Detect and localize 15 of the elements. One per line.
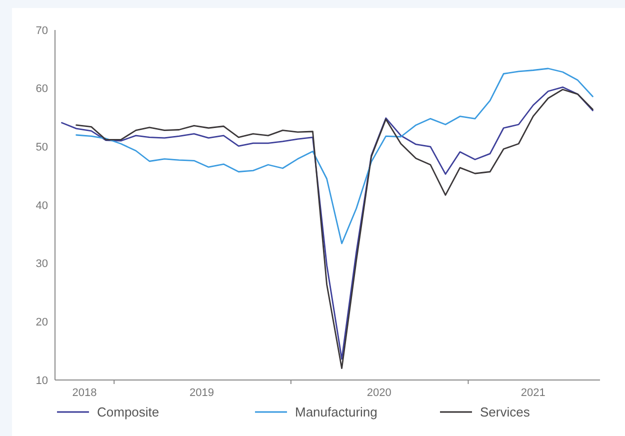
legend-label: Services <box>480 404 530 420</box>
x-tick-label: 2018 <box>72 387 97 399</box>
y-tick-label: 50 <box>36 142 48 154</box>
y-tick-label: 10 <box>36 374 48 387</box>
y-tick-label: 70 <box>36 24 48 37</box>
x-tick-label: 2019 <box>190 387 214 399</box>
y-tick-label: 60 <box>36 83 48 96</box>
legend-label: Composite <box>97 404 160 420</box>
y-tick-label: 30 <box>36 258 48 270</box>
y-tick-label: 20 <box>36 316 48 329</box>
x-tick-label: 2020 <box>366 387 392 399</box>
y-tick-label: 40 <box>36 200 48 212</box>
line-series <box>76 68 594 244</box>
x-tick-label: 2021 <box>520 387 546 399</box>
legend-label: Manufacturing <box>295 404 378 420</box>
